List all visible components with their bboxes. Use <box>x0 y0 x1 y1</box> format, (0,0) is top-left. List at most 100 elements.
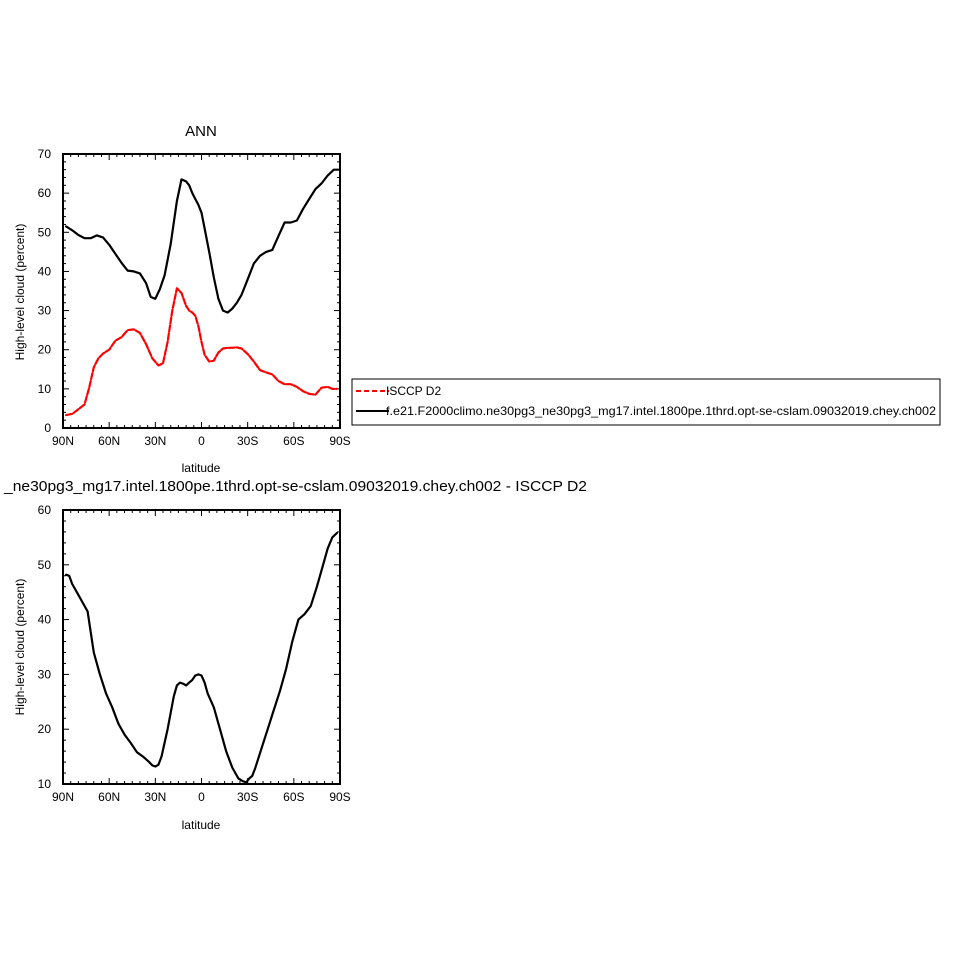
top-series-0-point <box>208 360 210 363</box>
top-series-0-point <box>157 364 160 366</box>
top-series-0-point <box>162 362 164 365</box>
top-series-1-point <box>188 184 190 186</box>
top-panel: ANN High-level cloud (percent) latitude … <box>13 123 351 475</box>
bottom-series-0-point <box>267 728 269 730</box>
bottom-series-0-point <box>200 674 203 677</box>
top-series-0-point <box>277 380 280 382</box>
top-plot-lines <box>64 168 340 417</box>
top-series-1-point <box>159 288 161 290</box>
top-y-tick-label: 0 <box>44 421 51 435</box>
top-series-0-point <box>236 346 238 348</box>
top-series-1-point <box>271 249 273 251</box>
top-series-1-point <box>296 219 298 222</box>
top-series-0-point <box>203 354 206 356</box>
bottom-series-0-point <box>77 594 79 596</box>
top-series-0-point <box>65 414 67 416</box>
top-series-1-point <box>231 308 233 310</box>
top-series-0-point <box>227 347 229 349</box>
top-series-1-point <box>333 169 335 171</box>
bottom-series-0-point <box>327 547 329 549</box>
bottom-series-0-point <box>142 756 144 758</box>
top-series-1-point <box>247 278 249 280</box>
top-series-0-point <box>188 309 190 312</box>
bottom-x-tick-label: 60S <box>283 790 304 804</box>
top-plot-frame <box>62 153 341 429</box>
bottom-series-0-point <box>154 765 156 768</box>
bottom-series-0-point <box>336 532 338 534</box>
top-series-1-point <box>150 296 152 298</box>
top-series-1-point <box>96 234 98 237</box>
top-series-1-point <box>222 309 224 312</box>
top-series-0-point <box>253 360 255 363</box>
top-series-1-point <box>236 302 238 304</box>
top-series-1-point <box>213 276 215 278</box>
bottom-series-0-point <box>331 536 333 539</box>
top-series-0-point <box>151 357 153 359</box>
bottom-series-0-point <box>191 679 193 681</box>
bottom-series-0-point <box>105 692 107 695</box>
top-x-axis-title: latitude <box>182 461 221 475</box>
top-series-1-point <box>197 204 200 206</box>
top-x-tick-label: 0 <box>198 434 205 448</box>
bottom-series-line-0 <box>64 531 338 784</box>
bottom-series-0-point <box>148 761 150 763</box>
bottom-axis-ticks: 90N 60N 30N 0 30S 60S 90S 10 20 30 40 50 60 <box>38 503 351 804</box>
top-series-1-point <box>277 235 280 237</box>
top-series-0-point <box>265 371 267 374</box>
top-x-tick-label: 30N <box>144 434 166 448</box>
bottom-series-0-point <box>285 668 287 670</box>
top-series-0-point <box>320 387 323 389</box>
top-series-0-point <box>139 332 141 334</box>
top-series-0-point <box>180 292 183 294</box>
bottom-series-0-point <box>316 586 318 588</box>
top-x-tick-label: 60N <box>98 434 120 448</box>
bottom-series-0-point <box>136 751 138 753</box>
top-series-1-point <box>191 192 193 194</box>
top-series-0-point <box>290 383 292 385</box>
legend-label-isccp: ISCCP D2 <box>386 384 441 398</box>
top-series-1-point <box>284 221 286 224</box>
top-series-1-point <box>145 282 147 284</box>
top-series-1-point <box>65 225 67 228</box>
top-series-1-point <box>176 200 178 202</box>
bottom-series-0-point <box>111 706 113 708</box>
top-series-1-point <box>194 198 196 200</box>
top-y-axis-title: High-level cloud (percent) <box>13 224 27 361</box>
bottom-series-0-point <box>291 640 293 643</box>
top-series-0-point <box>259 369 261 371</box>
top-series-0-point <box>167 341 169 343</box>
top-series-1-point <box>203 227 206 229</box>
top-series-1-point <box>154 298 156 300</box>
top-y-tick-label: 10 <box>38 382 52 396</box>
bottom-series-0-point <box>203 682 206 684</box>
bottom-x-tick-label: 0 <box>198 790 205 804</box>
top-series-line-0 <box>64 287 338 417</box>
top-series-0-point <box>197 325 200 327</box>
top-y-tick-label: 20 <box>38 343 52 357</box>
bottom-series-0-point <box>99 673 101 676</box>
top-series-0-point <box>97 357 99 359</box>
top-series-1-point <box>265 251 267 253</box>
bottom-series-0-point <box>260 747 263 749</box>
bottom-series-0-point <box>117 723 119 725</box>
top-series-0-point <box>302 390 304 392</box>
bottom-panel: _ne30pg3_mg17.intel.1800pe.1thrd.opt-se-… <box>3 478 587 832</box>
bottom-series-0-point <box>185 684 187 686</box>
top-y-tick-label: 70 <box>38 147 52 161</box>
top-series-0-point <box>327 386 329 388</box>
bottom-series-0-point <box>167 728 169 730</box>
bottom-series-0-point <box>225 750 227 752</box>
top-series-0-point <box>231 347 233 349</box>
top-series-1-point <box>83 237 86 239</box>
top-series-1-point <box>170 243 172 245</box>
bottom-series-0-point <box>207 692 209 695</box>
top-series-1-point <box>314 188 316 190</box>
top-series-1-point <box>102 236 104 238</box>
bottom-series-0-point <box>83 605 86 607</box>
legend-box <box>351 378 941 426</box>
top-series-1-point <box>337 169 340 171</box>
bottom-series-0-point <box>197 673 200 676</box>
top-series-1-point <box>217 298 220 300</box>
top-series-0-point <box>331 388 333 390</box>
